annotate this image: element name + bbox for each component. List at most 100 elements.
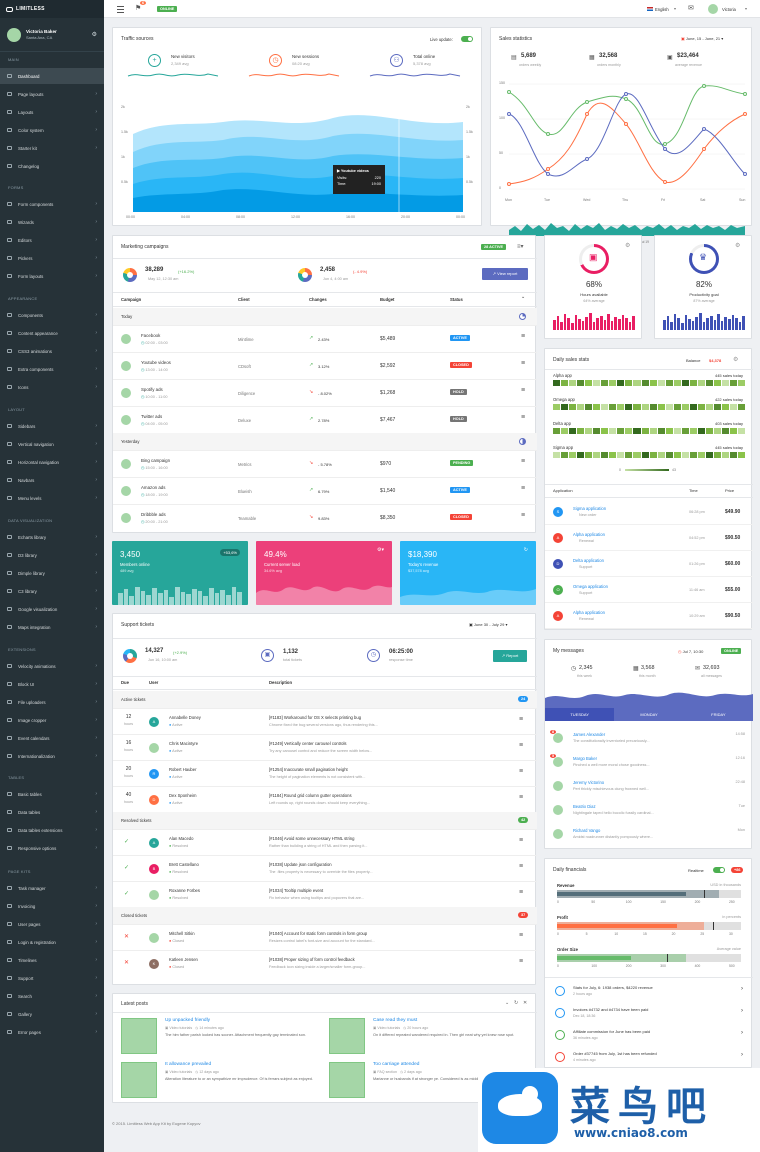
- campaign-name[interactable]: Twitter ads: [141, 414, 163, 419]
- messages-icon[interactable]: ✉: [688, 5, 694, 12]
- sidebar-item-d3-library[interactable]: D3 library ›: [0, 547, 104, 563]
- ticket-title[interactable]: [#1038] Update json configuration: [269, 862, 332, 867]
- sidebar-item-form-layouts[interactable]: Form layouts ›: [0, 268, 104, 284]
- ticket-title[interactable]: [#1040] Account for static form controls…: [269, 931, 368, 936]
- sidebar-item-invoicing[interactable]: Invoicing ›: [0, 898, 104, 914]
- row-menu-icon[interactable]: ≡: [521, 512, 526, 519]
- campaign-name[interactable]: Amazon ads: [141, 485, 166, 490]
- row-menu-icon[interactable]: ≡: [519, 889, 524, 896]
- date-range-picker[interactable]: ▣ June, 15 - June, 21 ▾: [681, 36, 724, 41]
- report-button[interactable]: ↗ Report: [493, 650, 527, 662]
- post-thumbnail[interactable]: [329, 1062, 365, 1098]
- sidebar-item-error-pages[interactable]: Error pages ›: [0, 1024, 104, 1040]
- tab-tuesday[interactable]: TUESDAY: [545, 708, 615, 721]
- sender-name[interactable]: Richard Vango: [573, 828, 601, 833]
- sidebar-item-form-components[interactable]: Form components ›: [0, 196, 104, 212]
- date-range-picker[interactable]: ▣ June 30 - July 29 ▾: [469, 622, 508, 627]
- sidebar-item-user-pages[interactable]: User pages ›: [0, 916, 104, 932]
- sidebar-item-google-visualization[interactable]: Google visualization ›: [0, 601, 104, 617]
- sidebar-item-vertical-navigation[interactable]: Vertical navigation ›: [0, 436, 104, 452]
- list-item[interactable]: 8 James Alexander The constitutionally inv…: [545, 727, 753, 751]
- gear-icon[interactable]: ⚙: [625, 243, 631, 249]
- chevron-right-icon[interactable]: ›: [741, 1008, 743, 1014]
- language-selector[interactable]: English: [655, 7, 669, 12]
- reload-icon[interactable]: ↻: [514, 1000, 519, 1006]
- sidebar-item-content-appearance[interactable]: Content appearance ›: [0, 325, 104, 341]
- close-icon[interactable]: ✕: [523, 1000, 528, 1006]
- post-thumbnail[interactable]: [121, 1062, 157, 1098]
- post-title[interactable]: Case read they must: [373, 1018, 418, 1023]
- sender-name[interactable]: Jeremy Victorino: [573, 780, 605, 785]
- post-thumbnail[interactable]: [121, 1018, 157, 1054]
- sidebar-item-login-registration[interactable]: Login & registration ›: [0, 934, 104, 950]
- column-header[interactable]: Status: [450, 297, 463, 302]
- sidebar-item-sidebars[interactable]: Sidebars ›: [0, 418, 104, 434]
- column-header[interactable]: Due: [121, 680, 129, 685]
- sidebar-item-responsive-options[interactable]: Responsive options ›: [0, 840, 104, 856]
- app-link[interactable]: Omega application: [573, 584, 608, 589]
- sidebar-item-dimple-library[interactable]: Dimple library ›: [0, 565, 104, 581]
- sidebar-item-file-uploaders[interactable]: File uploaders ›: [0, 694, 104, 710]
- sender-name[interactable]: Beatrix Diaz: [573, 804, 596, 809]
- list-item[interactable]: Beatrix Diaz Nightingale taped hello buco…: [545, 799, 753, 823]
- sidebar-item-c3-library[interactable]: C3 library ›: [0, 583, 104, 599]
- feed-item[interactable]: Order #37745 from July, 1st has been ref…: [545, 1047, 753, 1069]
- collapse-icon[interactable]: ⌄: [505, 1000, 510, 1006]
- post-title[interactable]: Too carriage attended: [373, 1062, 420, 1067]
- user-name[interactable]: Annabelle Doney: [169, 715, 201, 720]
- table-row[interactable]: Spotify ads ◷ 10:00 - 11:00 Diligence ↘ - 8.…: [113, 379, 537, 406]
- sidebar-item-basic-tables[interactable]: Basic tables ›: [0, 786, 104, 802]
- app-link[interactable]: Alpha application: [573, 532, 605, 537]
- ticket-title[interactable]: [#1183] Workaround for OS X selects prin…: [269, 715, 362, 720]
- sidebar-item-data-tables-extensions[interactable]: Data tables extensions ›: [0, 822, 104, 838]
- sidebar-item-css3-animations[interactable]: CSS3 animations ›: [0, 343, 104, 359]
- row-menu-icon[interactable]: ≡: [519, 716, 524, 723]
- row-menu-icon[interactable]: ≡: [521, 485, 526, 492]
- row-menu-icon[interactable]: ≡: [519, 742, 524, 749]
- table-row[interactable]: Youtube videos ◷ 13:00 - 14:00 CDsoft ↗ 3.12…: [113, 352, 537, 379]
- post-title[interactable]: It allowance prevailed: [165, 1062, 212, 1067]
- sidebar-item-navbars[interactable]: Navbars ›: [0, 472, 104, 488]
- sidebar-item-dashboard[interactable]: Dashboard: [0, 68, 104, 84]
- ticket-title[interactable]: [#1034] Tooltip multiple event: [269, 888, 324, 893]
- user-name[interactable]: Brett Castellano: [169, 862, 199, 867]
- user-name[interactable]: Robert Hauber: [169, 767, 197, 772]
- campaign-name[interactable]: Spotify ads: [141, 387, 163, 392]
- sidebar-item-support[interactable]: Support ›: [0, 970, 104, 986]
- sidebar-item-icons[interactable]: Icons ›: [0, 379, 104, 395]
- list-item[interactable]: 5 Margo Baker Pinched a well more moral ch…: [545, 751, 753, 775]
- table-row[interactable]: O Omega application Support 11:46 am $55.00: [545, 577, 753, 603]
- realtime-toggle[interactable]: [713, 867, 725, 873]
- campaign-name[interactable]: Youtube videos: [141, 360, 171, 365]
- sidebar-item-layouts[interactable]: Layouts ›: [0, 104, 104, 120]
- column-header[interactable]: Application: [553, 488, 573, 493]
- column-header[interactable]: Client: [238, 297, 250, 302]
- table-row[interactable]: 16 hours Chris Macintyre ● Active [#1249] Ve…: [113, 734, 537, 760]
- sidebar-item-pickers[interactable]: Pickers ›: [0, 250, 104, 266]
- chevron-right-icon[interactable]: ›: [741, 986, 743, 992]
- sidebar-item-page-layouts[interactable]: Page layouts ›: [0, 86, 104, 102]
- gear-icon[interactable]: ⚙▾: [377, 547, 384, 553]
- app-link[interactable]: Alpha application: [573, 610, 605, 615]
- gear-icon[interactable]: ⚙: [733, 357, 739, 363]
- table-row[interactable]: A Alpha application Renewal 04:52 pm $90.50: [545, 525, 753, 551]
- ticket-title[interactable]: [#1184] Round grid column gutter operati…: [269, 793, 352, 798]
- column-header[interactable]: Description: [269, 680, 293, 685]
- sidebar-item-horizontal-navigation[interactable]: Horizontal navigation ›: [0, 454, 104, 470]
- live-update-toggle[interactable]: [461, 36, 473, 42]
- menu-icon[interactable]: ≡▾: [517, 244, 524, 250]
- table-row[interactable]: A Alpha application Renewal 10:29 am $90.50: [545, 603, 753, 629]
- post-title[interactable]: Up unpacked friendly: [165, 1018, 211, 1023]
- table-row[interactable]: Bing campaign ◷ 15:00 - 16:00 Metrics ↘ - 5.…: [113, 450, 537, 477]
- table-row[interactable]: 20 hours R Robert Hauber ● Active [#1254] Ina…: [113, 760, 537, 786]
- ticket-title[interactable]: [#1038] Proper sizing of form control fe…: [269, 957, 355, 962]
- app-link[interactable]: Delta application: [573, 558, 604, 563]
- sidebar-item-gallery[interactable]: Gallery ›: [0, 1006, 104, 1022]
- column-header[interactable]: Changes: [309, 297, 327, 302]
- user-name[interactable]: Mitchell Sitkin: [169, 931, 195, 936]
- row-menu-icon[interactable]: ≡: [519, 932, 524, 939]
- table-row[interactable]: Amazon ads ◷ 18:00 - 19:00 Blueish ↗ 6.79% $1…: [113, 477, 537, 504]
- app-logo[interactable]: LIMITLESS: [0, 0, 104, 18]
- table-row[interactable]: Facebook ◷ 02:00 - 03:00 Mintlime ↗ 2.43% $5,…: [113, 325, 537, 352]
- sidebar-item-changelog[interactable]: Changelog: [0, 158, 104, 174]
